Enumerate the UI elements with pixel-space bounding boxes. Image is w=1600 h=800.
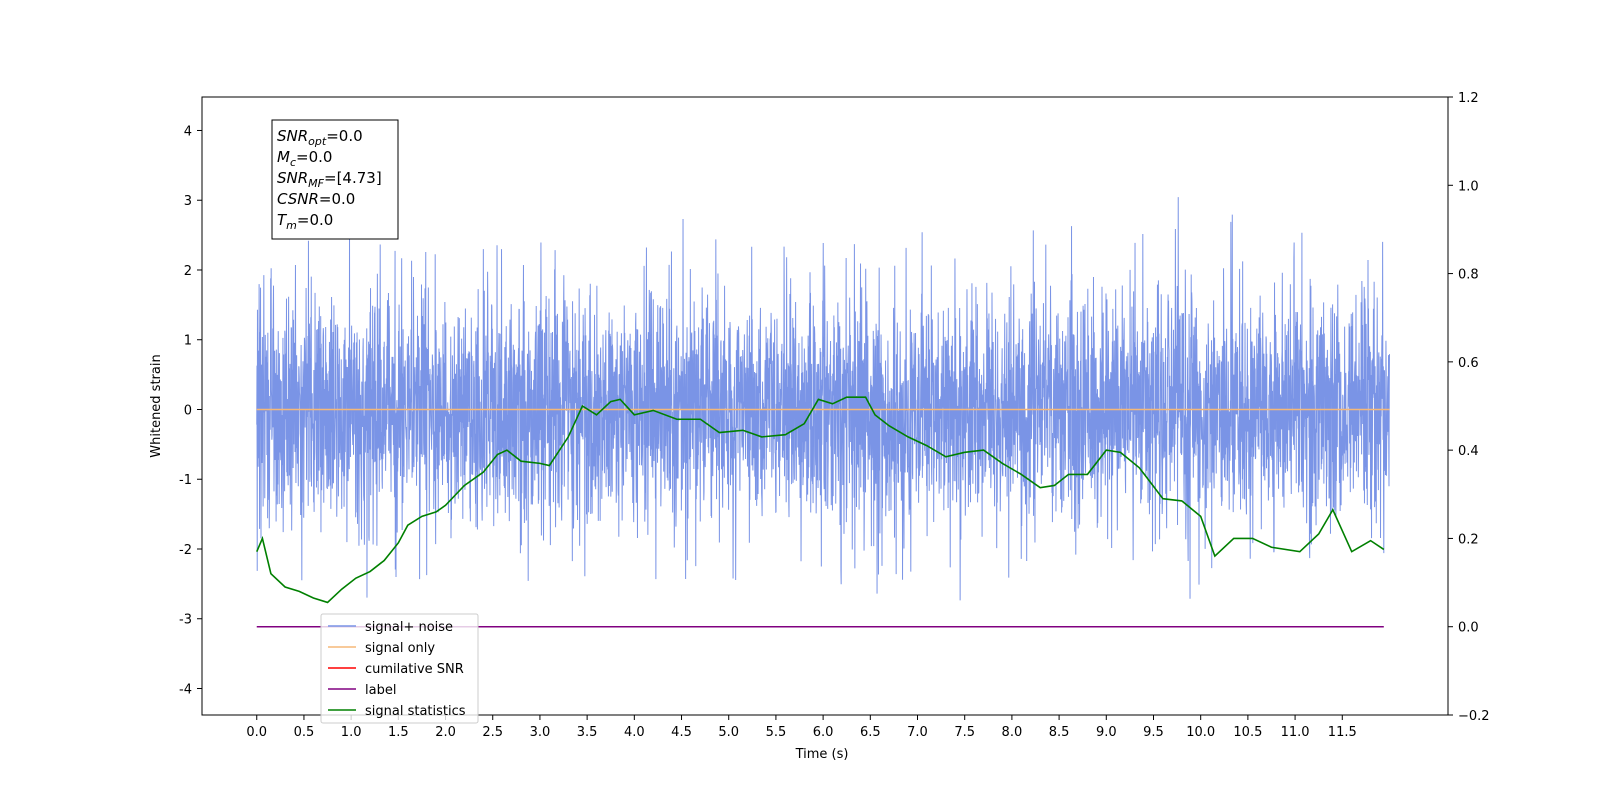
x-axis-ticks: 0.0 0.5 1.0 1.5 2.0 2.5 3.0 3.5 4.0 4.5 5.0 5.5 6.0 6… (246, 715, 1357, 740)
x-tick-label: 3.0 (530, 725, 551, 740)
x-tick-label: 9.5 (1143, 725, 1164, 740)
x-tick-label: 11.0 (1281, 725, 1310, 740)
y2-tick-label: −0.2 (1458, 709, 1490, 724)
annotation-line: CSNR=0.0 (277, 190, 355, 208)
y-tick-label: -4 (179, 682, 192, 697)
annotation-value: =0.0 (296, 148, 332, 166)
x-tick-label: 4.0 (624, 725, 645, 740)
y2-tick-label: 0.2 (1458, 532, 1479, 547)
x-tick-label: 4.5 (671, 725, 692, 740)
annotation-subscript: m (286, 219, 297, 232)
annotation-symbol: SNR (277, 169, 308, 187)
x-tick-label: 7.5 (954, 725, 975, 740)
annotation-subscript: MF (308, 177, 324, 190)
y-axis-label: Whitened strain (149, 354, 164, 457)
annotation-subscript: opt (308, 135, 327, 148)
annotation-line: SNRopt=0.0 (277, 127, 363, 148)
y-tick-label: -3 (179, 613, 192, 628)
y2-tick-label: 1.2 (1458, 91, 1479, 106)
y2-tick-label: 1.0 (1458, 179, 1479, 194)
annotation-line: Tm=0.0 (277, 211, 333, 232)
x-tick-label: 7.0 (907, 725, 928, 740)
x-tick-label: 1.5 (388, 725, 409, 740)
x-tick-label: 10.5 (1233, 725, 1262, 740)
annotation-symbol: CSNR (277, 190, 319, 208)
annotation-line: SNRMF=[4.73] (277, 169, 382, 190)
x-tick-label: 3.5 (577, 725, 598, 740)
legend-label: signal+ noise (365, 620, 453, 635)
y2-tick-label: 0.6 (1458, 356, 1479, 371)
x-tick-label: 8.5 (1049, 725, 1070, 740)
x-tick-label: 11.5 (1328, 725, 1357, 740)
legend-label: label (365, 683, 396, 698)
annotation-box: SNRopt=0.0Mc=0.0SNRMF=[4.73]CSNR=0.0Tm=0… (271, 119, 399, 240)
annotation-value: =0.0 (297, 211, 333, 229)
x-axis-label: Time (s) (795, 747, 849, 762)
y-tick-label: 3 (184, 194, 192, 209)
annotation-symbol: M (277, 148, 290, 166)
x-tick-label: 5.0 (718, 725, 739, 740)
y-tick-label: 2 (184, 264, 192, 279)
x-tick-label: 10.0 (1186, 725, 1215, 740)
annotation-symbol: SNR (277, 127, 308, 145)
y-tick-label: 4 (184, 124, 192, 139)
x-tick-label: 5.5 (766, 725, 787, 740)
y2-tick-label: 0.0 (1458, 621, 1479, 636)
y-tick-label: -1 (179, 473, 192, 488)
annotation-value: =0.0 (319, 190, 355, 208)
series-signal-statistics (256, 396, 1385, 604)
x-tick-label: 2.5 (482, 725, 503, 740)
y-tick-label: 1 (184, 334, 192, 349)
annotation-subscript: c (290, 156, 296, 169)
x-tick-label: 1.0 (341, 725, 362, 740)
y2-axis-ticks: 1.2 1.0 0.8 0.6 0.4 0.2 0.0 −0.2 (1448, 91, 1490, 724)
y-tick-label: 0 (184, 403, 192, 418)
y-tick-label: -2 (179, 543, 192, 558)
x-tick-label: 9.0 (1096, 725, 1117, 740)
y2-tick-label: 0.8 (1458, 268, 1479, 283)
annotation-symbol: T (277, 211, 288, 229)
x-tick-label: 8.0 (1002, 725, 1023, 740)
annotation-value: =0.0 (326, 127, 362, 145)
legend: signal+ noise signal only cumilative SNR la… (320, 613, 479, 724)
x-tick-label: 6.0 (813, 725, 834, 740)
legend-label: signal only (365, 641, 435, 656)
x-tick-label: 2.0 (435, 725, 456, 740)
x-tick-label: 6.5 (860, 725, 881, 740)
annotation-frame (271, 119, 399, 240)
legend-frame (320, 613, 479, 724)
annotation-line: Mc=0.0 (277, 148, 332, 169)
legend-label: signal statistics (365, 704, 466, 719)
annotation-value: =[4.73] (324, 169, 382, 187)
y2-tick-label: 0.4 (1458, 444, 1479, 459)
x-tick-label: 0.0 (246, 725, 267, 740)
axes-border (201, 96, 1449, 716)
axes-frame (201, 96, 1449, 716)
x-tick-label: 0.5 (294, 725, 315, 740)
y-axis-ticks: 4 3 2 1 0 -1 -2 -3 -4 (179, 124, 202, 697)
legend-label: cumilative SNR (365, 662, 464, 677)
